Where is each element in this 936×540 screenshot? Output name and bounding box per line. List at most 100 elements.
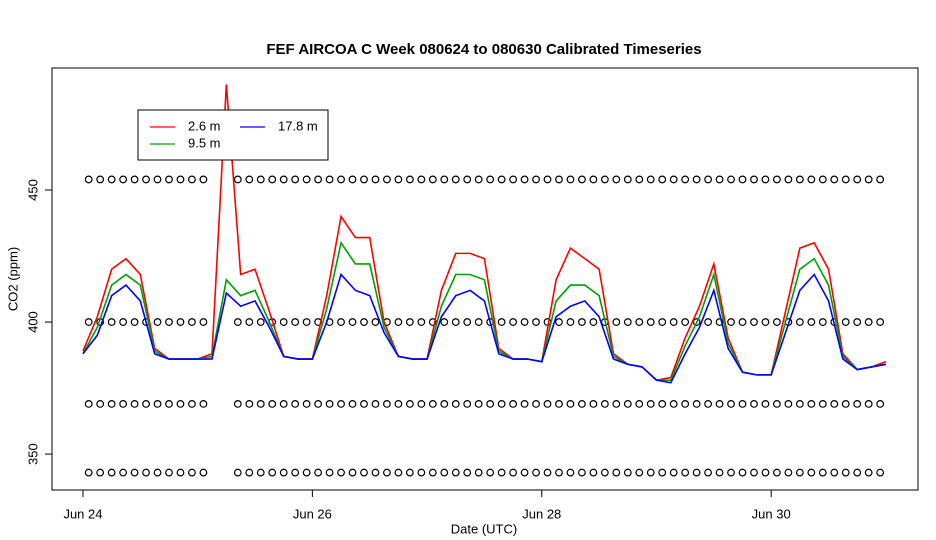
calibration-point (818, 400, 827, 408)
legend-label: 17.8 m (278, 118, 318, 133)
calibration-point (188, 400, 196, 408)
calibration-point (348, 400, 357, 408)
calibration-point (440, 400, 449, 408)
calibration-point (635, 318, 644, 326)
calibration-point (371, 468, 380, 477)
calibration-point (337, 400, 345, 408)
calibration-point (509, 318, 518, 326)
calibration-point (761, 175, 770, 184)
calibration-point (405, 318, 414, 326)
calibration-point (268, 468, 277, 477)
calibration-point (279, 468, 288, 477)
calibration-point (142, 400, 150, 408)
calibration-point (314, 468, 323, 477)
calibration-point (302, 468, 311, 477)
calibration-point (807, 400, 816, 408)
calibration-point (807, 318, 816, 326)
calibration-point (245, 175, 254, 184)
calibration-point (96, 175, 105, 184)
calibration-point (153, 318, 162, 326)
calibration-point (623, 175, 632, 184)
calibration-point (474, 468, 483, 477)
calibration-point (337, 318, 345, 326)
calibration-point (463, 318, 472, 326)
calibration-point (612, 400, 621, 408)
calibration-point (704, 175, 712, 184)
calibration-point (463, 468, 472, 477)
calibration-point (302, 400, 311, 408)
calibration-point (119, 400, 128, 408)
legend-label: 2.6 m (188, 118, 221, 133)
calibration-point (405, 175, 414, 184)
calibration-point (291, 175, 300, 184)
calibration-point (428, 175, 437, 184)
calibration-point (727, 400, 735, 408)
calibration-point (497, 175, 506, 184)
calibration-point (750, 400, 758, 408)
calibration-point (727, 175, 735, 184)
calibration-point (566, 400, 575, 408)
calibration-point (750, 468, 758, 477)
calibration-point (383, 400, 391, 408)
calibration-point (268, 400, 277, 408)
calibration-point (176, 318, 185, 326)
x-tick-label: Jun 30 (752, 506, 791, 521)
calibration-point (474, 318, 483, 326)
calibration-point (176, 400, 185, 408)
calibration-point (612, 175, 621, 184)
x-axis-label: Date (UTC) (451, 521, 517, 536)
calibration-point (853, 175, 862, 184)
calibration-point (325, 468, 334, 477)
calibration-point (463, 175, 472, 184)
calibration-point (692, 175, 701, 184)
calibration-point (245, 400, 254, 408)
calibration-point (543, 400, 552, 408)
calibration-point (532, 400, 540, 408)
calibration-point (474, 400, 483, 408)
calibration-point (750, 175, 758, 184)
calibration-point (761, 318, 770, 326)
calibration-point (84, 400, 93, 408)
calibration-point (795, 175, 804, 184)
calibration-point (451, 400, 460, 408)
calibration-point (474, 175, 483, 184)
calibration-point (417, 400, 426, 408)
calibration-point (623, 318, 632, 326)
calibration-point (623, 400, 632, 408)
calibration-point (612, 318, 621, 326)
calibration-point (600, 468, 609, 477)
calibration-point (658, 318, 667, 326)
calibration-point (405, 468, 414, 477)
calibration-point (165, 468, 173, 477)
calibration-point (371, 175, 380, 184)
calibration-point (119, 468, 128, 477)
calibration-point (841, 175, 850, 184)
calibration-point (589, 468, 598, 477)
calibration-point (818, 468, 827, 477)
y-tick-label: 400 (25, 311, 40, 333)
calibration-point (520, 468, 529, 477)
calibration-point (256, 400, 265, 408)
legend-label: 9.5 m (188, 135, 221, 150)
calibration-point (658, 468, 667, 477)
calibration-point (291, 400, 300, 408)
calibration-point (864, 318, 873, 326)
calibration-point (738, 468, 747, 477)
calibration-point (738, 400, 747, 408)
calibration-point (371, 318, 380, 326)
calibration-point (532, 468, 540, 477)
calibration-point (681, 318, 690, 326)
calibration-point (486, 175, 495, 184)
calibration-point (669, 400, 678, 408)
calibration-point (84, 468, 93, 477)
calibration-point (795, 318, 804, 326)
calibration-point (830, 175, 839, 184)
calibration-point (807, 175, 816, 184)
calibration-point (646, 400, 655, 408)
calibration-point (279, 175, 288, 184)
calibration-point (841, 318, 850, 326)
calibration-point (337, 175, 345, 184)
calibration-point (715, 468, 724, 477)
calibration-point (566, 468, 575, 477)
calibration-point (509, 468, 518, 477)
